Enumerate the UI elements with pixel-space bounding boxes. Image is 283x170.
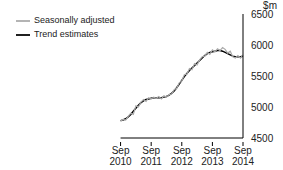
html-text:$m: $m xyxy=(263,0,277,11)
svg-text:Sep2010: Sep2010 xyxy=(109,145,132,167)
svg-text:6500: 6500 xyxy=(251,9,274,20)
svg-text:Sep2014: Sep2014 xyxy=(232,145,255,167)
svg-text:4500: 4500 xyxy=(251,133,274,144)
html-text:Trend estimates: Trend estimates xyxy=(34,29,99,40)
svg-text:6000: 6000 xyxy=(251,40,274,51)
svg-text:Sep2013: Sep2013 xyxy=(201,145,224,167)
svg-text:Sep2012: Sep2012 xyxy=(171,145,194,167)
svg-text:5500: 5500 xyxy=(251,71,274,82)
html-text:Seasonally adjusted: Seasonally adjusted xyxy=(34,15,115,26)
svg-text:5000: 5000 xyxy=(251,102,274,113)
svg-text:Sep2011: Sep2011 xyxy=(140,145,162,167)
